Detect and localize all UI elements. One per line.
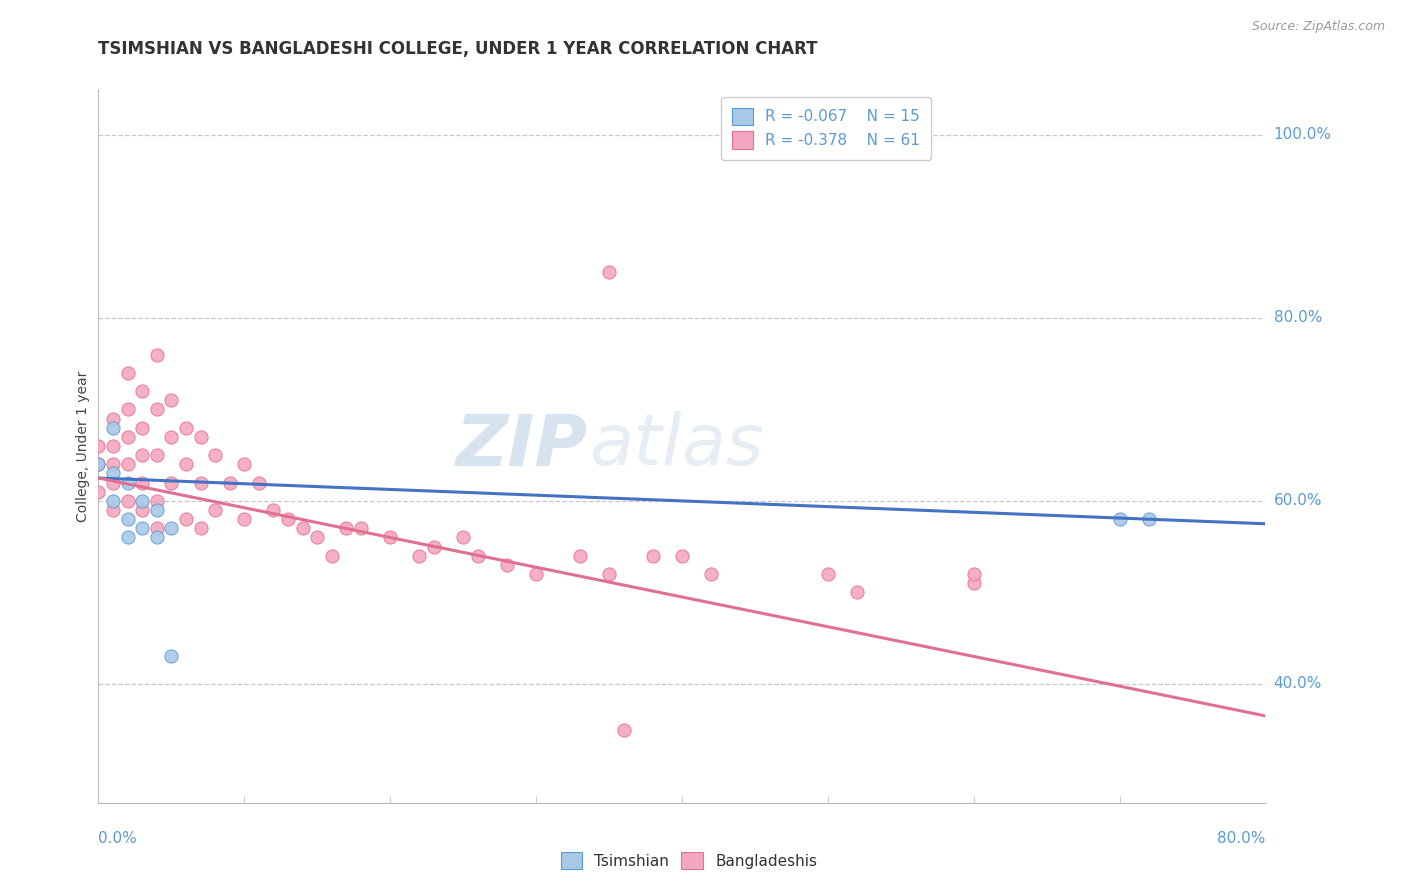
Text: 40.0%: 40.0% (1274, 676, 1322, 691)
Text: 60.0%: 60.0% (1274, 493, 1322, 508)
Point (262, 503, 284, 517)
Point (101, 494, 124, 508)
Point (233, 512, 256, 526)
Point (160, 393, 183, 408)
Point (131, 494, 153, 508)
Point (218, 475, 240, 490)
Point (117, 531, 139, 545)
Point (1137, 512, 1160, 526)
Point (160, 521, 183, 535)
Point (101, 439, 124, 453)
Point (307, 531, 329, 545)
Point (378, 531, 402, 545)
Point (131, 521, 153, 535)
Point (467, 549, 489, 563)
Point (524, 567, 547, 582)
Point (131, 475, 153, 490)
Point (101, 503, 124, 517)
Point (101, 458, 124, 472)
Point (568, 549, 591, 563)
Point (117, 494, 139, 508)
Point (350, 521, 373, 535)
Point (247, 475, 270, 490)
Point (131, 420, 153, 434)
Point (87, 484, 110, 499)
Point (131, 503, 153, 517)
Text: 100.0%: 100.0% (1274, 128, 1331, 143)
Point (817, 567, 839, 582)
Point (87, 458, 110, 472)
Point (174, 512, 197, 526)
Point (101, 420, 124, 434)
Point (117, 458, 139, 472)
Legend: R = -0.067    N = 15, R = -0.378    N = 61: R = -0.067 N = 15, R = -0.378 N = 61 (721, 97, 931, 160)
Point (1108, 512, 1130, 526)
Point (174, 458, 197, 472)
Point (160, 649, 183, 664)
Point (146, 521, 169, 535)
Point (117, 430, 139, 444)
Text: atlas: atlas (589, 411, 763, 481)
Text: 0.0%: 0.0% (98, 831, 138, 846)
Point (598, 265, 620, 279)
Point (160, 475, 183, 490)
Point (190, 521, 212, 535)
Point (117, 402, 139, 417)
Point (495, 558, 517, 572)
Point (671, 549, 693, 563)
Point (146, 448, 169, 462)
Text: 80.0%: 80.0% (1274, 310, 1322, 326)
Legend: Tsimshian, Bangladeshis: Tsimshian, Bangladeshis (555, 846, 823, 875)
Point (146, 402, 169, 417)
Point (335, 521, 357, 535)
Point (101, 467, 124, 481)
Point (845, 585, 868, 599)
Point (598, 567, 620, 582)
Point (204, 503, 226, 517)
Point (117, 512, 139, 526)
Point (117, 475, 139, 490)
Point (700, 567, 723, 582)
Point (146, 347, 169, 361)
Point (146, 531, 169, 545)
Point (190, 475, 212, 490)
Y-axis label: College, Under 1 year: College, Under 1 year (76, 370, 90, 522)
Point (117, 366, 139, 380)
Text: ZIP: ZIP (457, 411, 589, 481)
Point (146, 494, 169, 508)
Point (423, 540, 446, 554)
Point (962, 567, 984, 582)
Point (131, 384, 153, 398)
Text: Source: ZipAtlas.com: Source: ZipAtlas.com (1251, 20, 1385, 33)
Point (101, 411, 124, 425)
Point (174, 420, 197, 434)
Point (87, 439, 110, 453)
Point (962, 576, 984, 591)
Point (641, 549, 664, 563)
Point (451, 531, 474, 545)
Point (321, 549, 343, 563)
Point (190, 430, 212, 444)
Text: TSIMSHIAN VS BANGLADESHI COLLEGE, UNDER 1 YEAR CORRELATION CHART: TSIMSHIAN VS BANGLADESHI COLLEGE, UNDER … (98, 40, 818, 58)
Point (277, 512, 299, 526)
Text: 80.0%: 80.0% (1218, 831, 1265, 846)
Point (233, 458, 256, 472)
Point (160, 430, 183, 444)
Point (131, 448, 153, 462)
Point (146, 503, 169, 517)
Point (291, 521, 314, 535)
Point (87, 458, 110, 472)
Point (612, 723, 634, 737)
Point (408, 549, 430, 563)
Point (204, 448, 226, 462)
Point (101, 475, 124, 490)
